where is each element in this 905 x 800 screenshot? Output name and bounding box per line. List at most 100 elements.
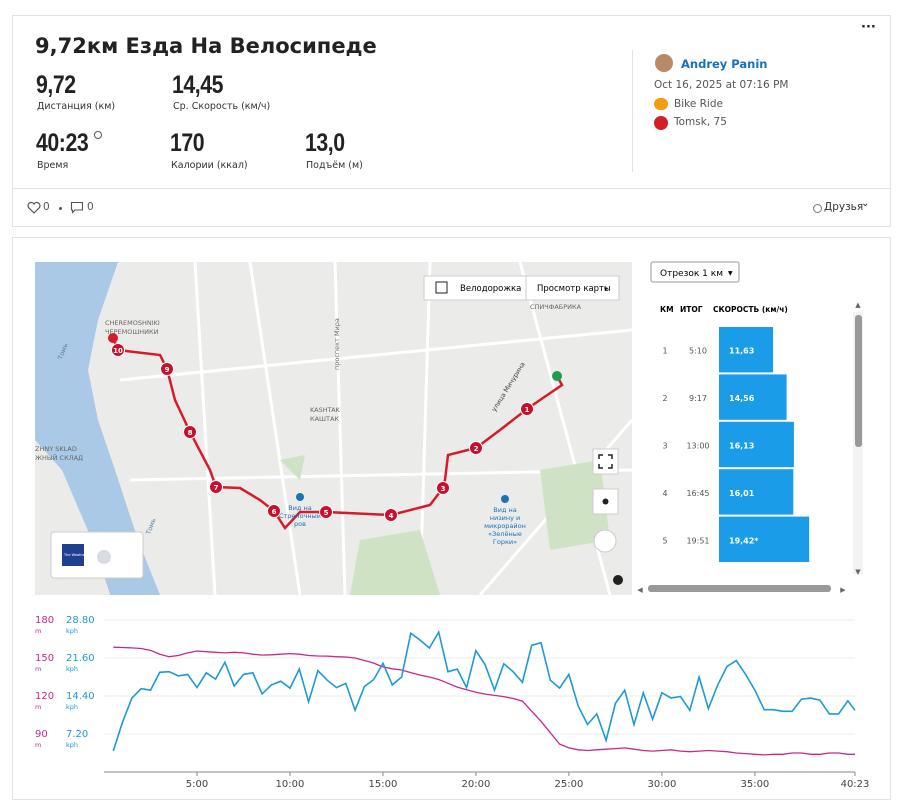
split-speed: 16,01 (729, 489, 755, 498)
fullscreen-button[interactable] (592, 448, 619, 475)
info-button[interactable] (613, 575, 623, 585)
stat-value: 14,45 (172, 71, 224, 99)
x-tick-label: 40:23 (841, 779, 870, 790)
split-km: 5 (662, 536, 667, 545)
scroll-down[interactable]: ▼ (855, 568, 861, 576)
icon (598, 454, 613, 469)
more-menu[interactable]: ··· (861, 20, 876, 35)
info-icon[interactable] (94, 131, 102, 139)
scrollbar-thumb[interactable] (855, 315, 862, 447)
route-marker (436, 481, 450, 495)
activity-title: 9,72км Езда На Велосипеде (35, 34, 377, 58)
visibility[interactable]: Друзья (824, 201, 864, 213)
x-tick-label: 10:00 (276, 779, 305, 790)
weather-widget[interactable] (50, 531, 144, 579)
map-label: Вид на (288, 504, 311, 512)
stat-label: Подъём (м) (306, 160, 363, 171)
route-marker-label: 10 (113, 347, 123, 355)
stat-label: Калории (ккал) (171, 160, 248, 171)
map-label: проспект Мира (333, 318, 341, 370)
y-unit: m (35, 741, 41, 749)
icon (602, 498, 609, 505)
column-header: ИТОГ (680, 305, 703, 314)
route-marker-label: 9 (165, 366, 170, 374)
pan-control[interactable] (593, 529, 617, 553)
y-unit: m (35, 665, 41, 673)
route-marker (267, 504, 281, 518)
visibility-icon (813, 204, 822, 213)
route-marker (520, 402, 534, 416)
column-header: СКОРОСТЬ (км/ч) (713, 305, 788, 314)
map-label: низину и (490, 514, 521, 522)
parks (280, 455, 610, 595)
comment-count: 0 (87, 201, 94, 213)
split-total: 16:45 (686, 489, 709, 498)
caret: ▾ (604, 285, 608, 293)
route-end (108, 333, 118, 343)
split-total: 13:00 (686, 442, 709, 451)
stat-label: Время (37, 160, 69, 171)
split-bar (719, 327, 773, 373)
route-marker-label: 1 (525, 406, 530, 414)
x-tick-label: 20:00 (462, 779, 491, 790)
split-speed: 11,63 (729, 347, 754, 356)
y2-unit: kph (66, 703, 78, 711)
stat-label: Ср. Скорость (км/ч) (173, 101, 271, 112)
y2-unit: kph (66, 741, 78, 749)
series-line (112, 629, 856, 752)
y-tick-label: 90 (35, 729, 48, 740)
stat-value: 9,72 (36, 71, 76, 99)
scroll-left[interactable]: ◀ (637, 586, 643, 594)
y2-tick-label: 28.80 (66, 615, 95, 626)
split-bar (719, 469, 794, 515)
divider (632, 50, 633, 172)
comment-icon[interactable] (70, 201, 84, 214)
poi-icon (296, 493, 304, 501)
map-label: Горки» (493, 538, 517, 546)
athlete-name[interactable]: Andrey Panin (681, 57, 768, 71)
control-label: Просмотр карты (537, 284, 611, 294)
separator (59, 207, 62, 210)
split-bar (719, 421, 794, 468)
x-tick-label: 5:00 (186, 779, 208, 790)
split-km: 1 (662, 347, 667, 356)
scroll-up[interactable]: ▲ (855, 301, 861, 309)
map-label: КАШТАК (310, 415, 339, 423)
route-marker-label: 7 (214, 484, 219, 492)
route-marker-label: 5 (324, 509, 329, 517)
route-marker (209, 480, 223, 494)
y2-tick-label: 7.20 (66, 729, 88, 740)
splits-table: КМ ИТОГ СКОРОСТЬ (км/ч) 1 5:10 11,63 2 9:17 14,5… (660, 305, 810, 562)
y-tick-label: 120 (35, 691, 54, 702)
y-tick-label: 150 (35, 653, 54, 664)
map-label: Стрелочный (279, 512, 321, 520)
route-marker (319, 505, 333, 519)
divider (12, 188, 891, 189)
dropdown-caret[interactable]: ⌄ (861, 198, 870, 209)
split-speed: 19,42* (729, 536, 759, 545)
map-label: Вид на (493, 506, 516, 514)
avatar[interactable] (655, 54, 673, 72)
split-total: 9:17 (689, 394, 707, 403)
activity-type-icon (654, 98, 668, 110)
caret: ▼ (728, 270, 733, 277)
h-scrollbar-thumb[interactable] (648, 585, 831, 592)
map-label: «Зелёные (488, 530, 522, 538)
like-icon[interactable] (27, 201, 41, 214)
split-selector[interactable] (650, 261, 740, 283)
map[interactable]: CHEREMOSHNIKI ЧЕРЕМОШНИКИ Томь проспект … (35, 262, 632, 600)
like-count: 0 (43, 201, 50, 213)
route-marker-label: 3 (441, 485, 446, 493)
scroll-right[interactable]: ▶ (840, 586, 846, 594)
route-marker (183, 425, 197, 439)
stat-label: Дистанция (км) (37, 101, 116, 112)
route-markers: 1 2 3 4 5 6 7 8 9 10 (111, 343, 534, 522)
split-km: 3 (662, 442, 667, 451)
poi-icon (501, 495, 509, 503)
y2-unit: kph (66, 665, 78, 673)
split-km: 4 (662, 489, 667, 498)
route-start (552, 371, 562, 381)
map-view-button[interactable] (525, 275, 620, 301)
checkbox[interactable] (435, 281, 448, 294)
